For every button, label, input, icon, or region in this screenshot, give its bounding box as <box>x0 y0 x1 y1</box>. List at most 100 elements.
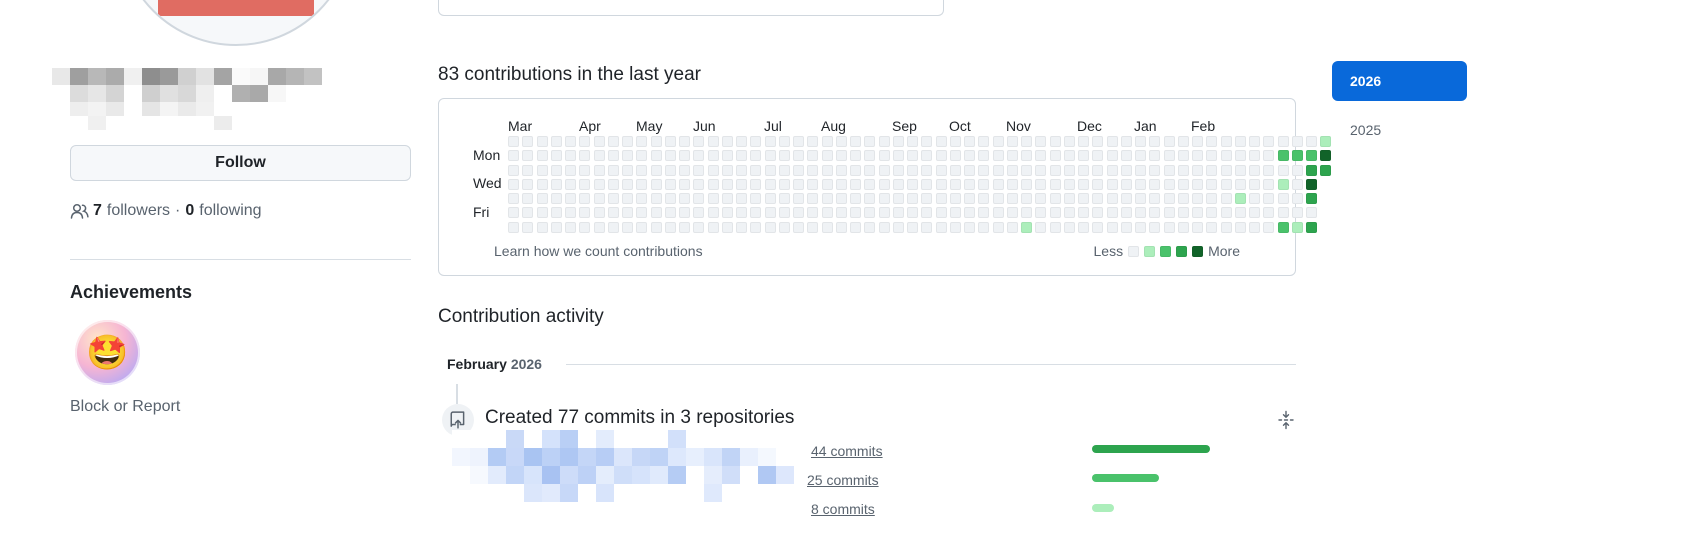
contribution-day-cell[interactable] <box>1106 178 1118 190</box>
contribution-day-cell[interactable] <box>522 150 534 162</box>
contribution-day-cell[interactable] <box>1063 136 1075 147</box>
contribution-day-cell[interactable] <box>949 136 961 147</box>
contribution-day-cell[interactable] <box>764 178 776 190</box>
contribution-day-cell[interactable] <box>1063 207 1075 219</box>
contribution-day-cell[interactable] <box>1306 150 1317 162</box>
contribution-day-cell[interactable] <box>1120 136 1132 147</box>
contribution-day-cell[interactable] <box>679 178 690 190</box>
contribution-day-cell[interactable] <box>1291 221 1303 233</box>
contribution-day-cell[interactable] <box>1021 193 1032 204</box>
contribution-day-cell[interactable] <box>1049 207 1061 219</box>
contribution-day-cell[interactable] <box>650 150 662 162</box>
contribution-day-cell[interactable] <box>1206 164 1218 176</box>
contribution-day-cell[interactable] <box>636 207 648 219</box>
contribution-day-cell[interactable] <box>664 136 676 147</box>
contribution-day-cell[interactable] <box>949 193 961 204</box>
contribution-day-cell[interactable] <box>892 150 904 162</box>
contribution-day-cell[interactable] <box>992 136 1004 147</box>
contribution-day-cell[interactable] <box>693 150 705 162</box>
contribution-day-cell[interactable] <box>1106 150 1118 162</box>
contribution-day-cell[interactable] <box>1035 150 1047 162</box>
contribution-day-cell[interactable] <box>1006 193 1018 204</box>
contribution-day-cell[interactable] <box>992 178 1004 190</box>
contribution-day-cell[interactable] <box>1277 193 1289 204</box>
contribution-day-cell[interactable] <box>1177 193 1189 204</box>
contribution-day-cell[interactable] <box>864 207 876 219</box>
contribution-day-cell[interactable] <box>1163 221 1175 233</box>
contribution-day-cell[interactable] <box>650 164 662 176</box>
contribution-day-cell[interactable] <box>964 221 975 233</box>
contribution-day-cell[interactable] <box>550 164 562 176</box>
created-commits-summary[interactable]: Created 77 commits in 3 repositories <box>485 407 795 428</box>
contribution-day-cell[interactable] <box>1249 164 1260 176</box>
contribution-day-cell[interactable] <box>1206 193 1218 204</box>
contribution-day-cell[interactable] <box>664 193 676 204</box>
contribution-day-cell[interactable] <box>921 207 933 219</box>
contribution-day-cell[interactable] <box>1092 221 1104 233</box>
contribution-day-cell[interactable] <box>1192 207 1203 219</box>
year-2026-button[interactable]: 2026 <box>1332 61 1467 101</box>
contribution-day-cell[interactable] <box>1234 164 1246 176</box>
contribution-day-cell[interactable] <box>1177 164 1189 176</box>
contribution-day-cell[interactable] <box>1192 164 1203 176</box>
following-link[interactable]: 0 following <box>185 202 261 220</box>
contribution-day-cell[interactable] <box>1006 221 1018 233</box>
contribution-day-cell[interactable] <box>721 150 733 162</box>
contribution-day-cell[interactable] <box>1220 207 1232 219</box>
starstruck-achievement-badge[interactable]: 🤩 <box>75 320 140 385</box>
contribution-day-cell[interactable] <box>807 150 819 162</box>
contribution-day-cell[interactable] <box>707 193 719 204</box>
contribution-day-cell[interactable] <box>1306 193 1317 204</box>
contribution-day-cell[interactable] <box>664 150 676 162</box>
contribution-day-cell[interactable] <box>721 136 733 147</box>
contribution-day-cell[interactable] <box>1163 178 1175 190</box>
contribution-day-cell[interactable] <box>978 150 990 162</box>
contribution-day-cell[interactable] <box>1277 164 1289 176</box>
contribution-day-cell[interactable] <box>835 221 847 233</box>
contribution-day-cell[interactable] <box>1234 207 1246 219</box>
contribution-day-cell[interactable] <box>736 178 747 190</box>
contribution-day-cell[interactable] <box>1135 136 1146 147</box>
contribution-day-cell[interactable] <box>835 164 847 176</box>
contribution-day-cell[interactable] <box>1049 193 1061 204</box>
contribution-day-cell[interactable] <box>1149 221 1161 233</box>
contribution-day-cell[interactable] <box>1049 164 1061 176</box>
contribution-day-cell[interactable] <box>522 207 534 219</box>
contribution-day-cell[interactable] <box>1291 136 1303 147</box>
contribution-day-cell[interactable] <box>607 207 619 219</box>
contribution-day-cell[interactable] <box>878 136 890 147</box>
contribution-day-cell[interactable] <box>550 193 562 204</box>
contribution-day-cell[interactable] <box>1192 178 1203 190</box>
contribution-day-cell[interactable] <box>1306 164 1317 176</box>
contribution-day-cell[interactable] <box>1063 164 1075 176</box>
contribution-day-cell[interactable] <box>679 164 690 176</box>
contribution-day-cell[interactable] <box>878 150 890 162</box>
contribution-day-cell[interactable] <box>1249 193 1260 204</box>
contribution-day-cell[interactable] <box>1035 207 1047 219</box>
contribution-day-cell[interactable] <box>508 150 519 162</box>
contribution-day-cell[interactable] <box>1192 150 1203 162</box>
contribution-day-cell[interactable] <box>664 178 676 190</box>
contribution-day-cell[interactable] <box>607 178 619 190</box>
contribution-day-cell[interactable] <box>778 178 790 190</box>
contribution-day-cell[interactable] <box>1135 221 1146 233</box>
contribution-day-cell[interactable] <box>1249 221 1260 233</box>
contribution-day-cell[interactable] <box>907 150 918 162</box>
contribution-day-cell[interactable] <box>807 178 819 190</box>
contribution-day-cell[interactable] <box>835 136 847 147</box>
contribution-day-cell[interactable] <box>935 178 947 190</box>
contribution-day-cell[interactable] <box>921 193 933 204</box>
contribution-day-cell[interactable] <box>1035 178 1047 190</box>
contribution-day-cell[interactable] <box>864 136 876 147</box>
contribution-day-cell[interactable] <box>1078 221 1089 233</box>
contribution-day-cell[interactable] <box>550 178 562 190</box>
contribution-day-cell[interactable] <box>693 207 705 219</box>
contribution-day-cell[interactable] <box>864 193 876 204</box>
contribution-day-cell[interactable] <box>864 150 876 162</box>
contribution-day-cell[interactable] <box>850 178 861 190</box>
contribution-day-cell[interactable] <box>1163 136 1175 147</box>
contribution-day-cell[interactable] <box>1135 150 1146 162</box>
contribution-day-cell[interactable] <box>679 150 690 162</box>
contribution-day-cell[interactable] <box>1249 150 1260 162</box>
contribution-day-cell[interactable] <box>821 207 833 219</box>
